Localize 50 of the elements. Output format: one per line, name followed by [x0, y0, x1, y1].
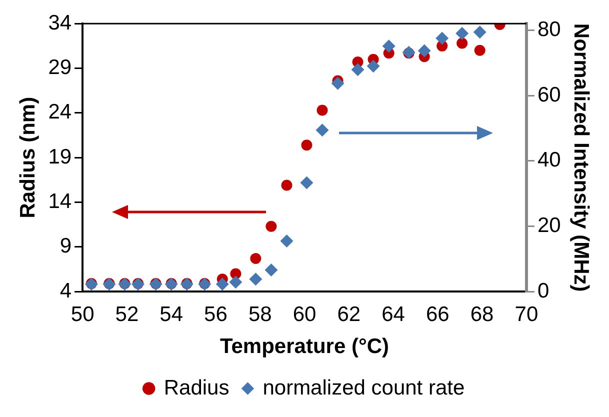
point: [382, 40, 396, 53]
point: [266, 220, 277, 232]
y2-tick-label: 80: [537, 18, 561, 41]
point: [418, 44, 431, 58]
x-tick-label: 56: [204, 302, 228, 326]
x-tick-label: 58: [248, 302, 272, 326]
point: [473, 26, 486, 39]
point: [280, 234, 294, 248]
x-tick-label: 62: [337, 302, 361, 326]
point: [229, 276, 242, 289]
x-tick-label: 54: [160, 302, 184, 326]
point: [281, 180, 292, 191]
y-tick-label: 4: [60, 279, 72, 302]
point: [351, 63, 364, 76]
point: [474, 44, 486, 56]
point: [300, 176, 314, 190]
y2-tick-label: 60: [537, 83, 561, 106]
y2-tick-label: 40: [537, 148, 561, 172]
y-axis-title: Radius (nm): [16, 96, 40, 218]
point: [264, 264, 278, 277]
y-tick-label: 24: [48, 100, 72, 124]
point: [249, 272, 262, 286]
point: [331, 76, 344, 90]
y-tick-label: 14: [48, 190, 72, 214]
x-tick-label: 70: [514, 302, 538, 326]
x-tick-label: 60: [292, 302, 316, 326]
x-tick-label: 50: [70, 302, 94, 326]
x-tick-label: 64: [382, 302, 406, 326]
y2-axis-title: Normalized Intensity (MHz): [570, 23, 593, 292]
y-tick-label: 34: [48, 11, 72, 34]
point: [456, 38, 468, 49]
y2-tick-label: 0: [537, 279, 550, 302]
y-tick-label: 29: [48, 56, 72, 80]
x-axis-title: Temperature (°C): [220, 335, 390, 358]
point: [436, 32, 449, 45]
point: [301, 140, 312, 151]
legend-label: normalized count rate: [262, 376, 465, 400]
point: [366, 60, 380, 73]
point: [216, 278, 229, 291]
y2-tick-label: 20: [537, 214, 561, 238]
y-tick-label: 9: [60, 234, 72, 258]
point: [316, 104, 328, 116]
point: [456, 26, 469, 40]
point: [316, 124, 329, 137]
legend-label: Radius: [164, 376, 230, 400]
x-tick-label: 52: [115, 302, 139, 326]
x-tick-label: 68: [470, 302, 494, 326]
x-tick-label: 66: [426, 302, 450, 326]
point: [250, 253, 262, 264]
y-tick-label: 19: [48, 145, 72, 168]
